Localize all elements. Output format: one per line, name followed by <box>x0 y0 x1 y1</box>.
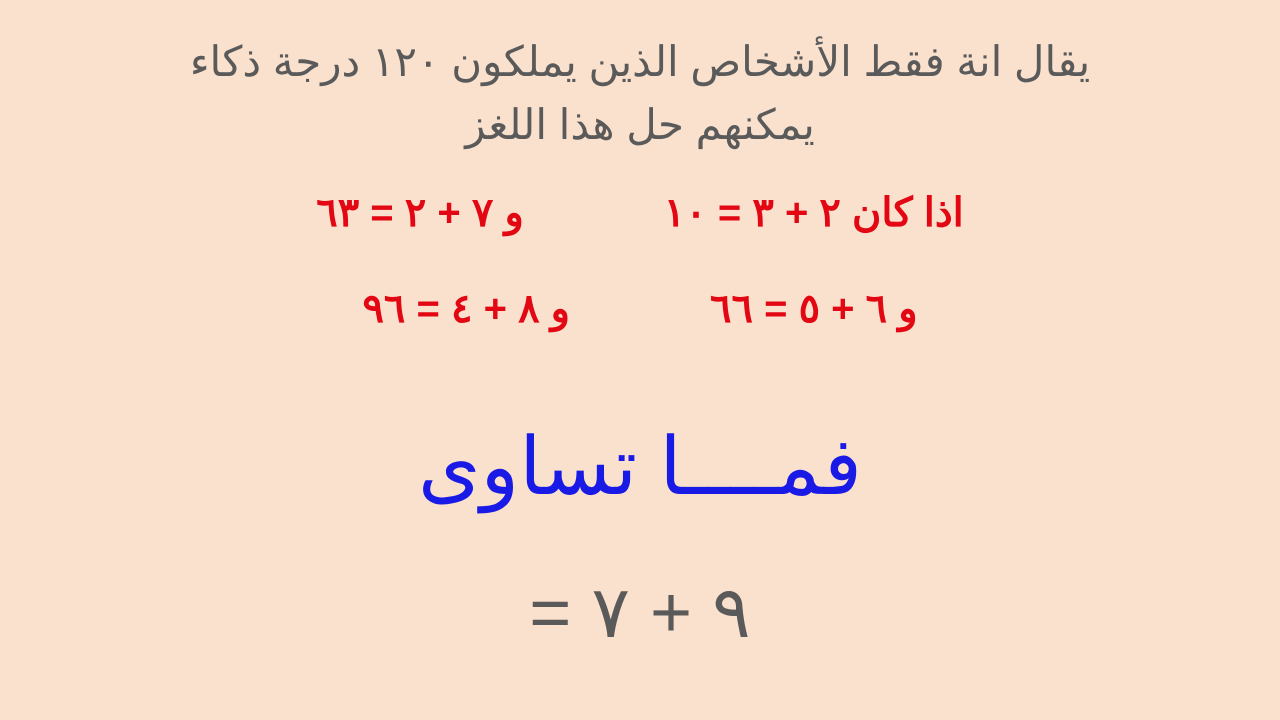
equation-2: و ٧ + ٢ = ٦٣ <box>316 190 524 236</box>
equation-3: و ٦ + ٥ = ٦٦ <box>710 286 918 332</box>
equations-block: اذا كان ٢ + ٣ = ١٠ و ٧ + ٢ = ٦٣ و ٦ + ٥ … <box>0 190 1280 332</box>
equation-row-1: اذا كان ٢ + ٣ = ١٠ و ٧ + ٢ = ٦٣ <box>0 190 1280 236</box>
final-equation: ٩ + ٧ = <box>0 570 1280 654</box>
question-text: فمــــا تساوى <box>0 420 1280 513</box>
equation-4: و ٨ + ٤ = ٩٦ <box>362 286 570 332</box>
header-line-2: يمكنهم حل هذا اللغز <box>0 93 1280 156</box>
equation-row-2: و ٦ + ٥ = ٦٦ و ٨ + ٤ = ٩٦ <box>0 286 1280 332</box>
puzzle-header: يقال انة فقط الأشخاص الذين يملكون ١٢٠ در… <box>0 30 1280 156</box>
header-line-1: يقال انة فقط الأشخاص الذين يملكون ١٢٠ در… <box>0 30 1280 93</box>
equation-1: اذا كان ٢ + ٣ = ١٠ <box>664 190 964 236</box>
